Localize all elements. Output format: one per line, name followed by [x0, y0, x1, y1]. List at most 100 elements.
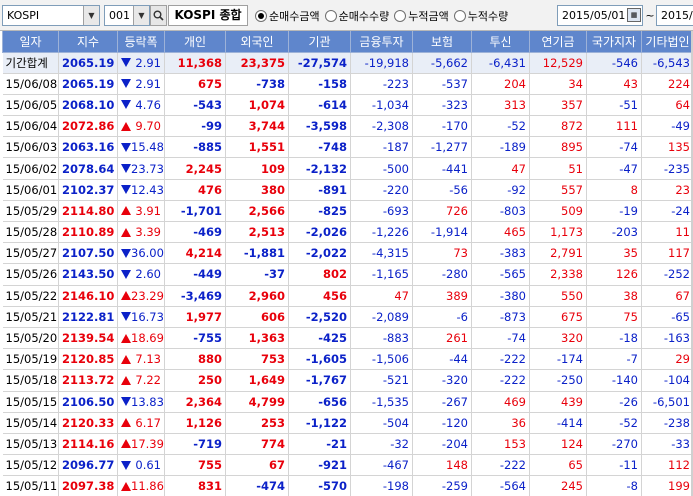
date-to-input[interactable]: 2015/	[656, 5, 693, 26]
column-header[interactable]: 금융투자	[350, 31, 413, 53]
table-cell: -2,089	[350, 306, 413, 328]
column-header[interactable]: 지수	[58, 31, 118, 53]
table-cell: -883	[350, 327, 413, 350]
table-cell: -18	[586, 327, 642, 350]
triangle-down-icon	[121, 79, 131, 89]
table-cell: -693	[350, 200, 413, 223]
market-select[interactable]: KOSPI ▼	[2, 5, 100, 26]
table-cell: 51	[529, 157, 587, 180]
table-row[interactable]: 15/05/20 2139.54 18.69 -755 1,363 -425 -883 261…	[2, 327, 693, 350]
table-cell: 872	[529, 115, 587, 138]
table-row[interactable]: 15/05/26 2143.50 2.60 -449 -37 802 -1,165 -280-…	[2, 263, 693, 286]
table-row[interactable]: 15/05/19 2120.85 7.13 880 753 -1,605 -1,506 -44…	[2, 348, 693, 371]
table-row[interactable]: 15/06/01 2102.37 12.43 476 380 -891 -220 -56 -92…	[2, 179, 693, 201]
table-row[interactable]: 15/06/03 2063.16 15.48 -885 1,551 -748 -187 -1,…	[2, 136, 693, 159]
table-cell: -500	[350, 157, 413, 180]
radio-label: 누적금액	[408, 9, 449, 23]
table-cell: 15/06/05	[2, 94, 59, 117]
table-cell: 15/06/03	[2, 136, 59, 159]
table-cell: 313	[471, 94, 530, 117]
date-from-input[interactable]: 2015/05/01 ▦	[557, 5, 643, 26]
period-total-row[interactable]: 기간합계 2065.19 2.91 11,368 23,375 -27,574 -19,91…	[2, 52, 693, 74]
column-header[interactable]: 개인	[164, 31, 226, 53]
column-header[interactable]: 투신	[471, 31, 530, 53]
radio-label: 누적수량	[467, 9, 509, 23]
table-row[interactable]: 15/05/13 2114.16 17.39 -719 774 -21 -32 -204 153…	[2, 433, 693, 456]
table-cell: -4,315	[350, 242, 413, 265]
change-cell: 11.86	[117, 475, 165, 496]
table-row[interactable]: 15/05/15 2106.50 13.83 2,364 4,799 -656 -1,535…	[2, 391, 693, 413]
table-row[interactable]: 15/05/18 2113.72 7.22 250 1,649 -1,767 -521 -32…	[2, 369, 693, 392]
table-cell: 65	[529, 454, 587, 477]
table-cell: 2,338	[529, 263, 587, 286]
radio-cumulative-amount[interactable]: 누적금액	[394, 8, 449, 24]
table-row[interactable]: 15/05/28 2110.89 3.39 -469 2,513 -2,026 -1,226…	[2, 221, 693, 244]
table-cell: -198	[350, 475, 413, 496]
column-header[interactable]: 국가지자	[586, 31, 642, 53]
table-row[interactable]: 15/06/02 2078.64 23.73 2,245 109 -2,132 -500 -4…	[2, 157, 693, 180]
table-cell: 153	[471, 433, 530, 456]
scrollbar-edge[interactable]	[691, 31, 693, 496]
table-cell: 기간합계	[2, 52, 59, 74]
table-cell: 4,214	[164, 242, 226, 265]
table-cell: 1,126	[164, 412, 226, 434]
chevron-down-icon[interactable]: ▼	[133, 6, 149, 25]
table-cell: 148	[412, 454, 472, 477]
table-cell: 606	[225, 306, 289, 328]
column-header[interactable]: 기타법인	[641, 31, 693, 53]
table-cell: -504	[350, 412, 413, 434]
calendar-icon[interactable]: ▦	[627, 8, 641, 22]
table-cell: 75	[586, 306, 642, 328]
table-cell: 550	[529, 285, 587, 307]
table-cell: -222	[471, 454, 530, 477]
radio-net-buy-amount[interactable]: 순매수금액	[255, 8, 320, 24]
table-row[interactable]: 15/06/04 2072.86 9.70 -99 3,744 -3,598 -2,308-…	[2, 115, 693, 138]
column-header[interactable]: 기관	[288, 31, 351, 53]
table-cell: -738	[225, 73, 289, 95]
change-value: 2.91	[135, 55, 161, 70]
table-cell: 15/05/28	[2, 221, 59, 244]
triangle-down-icon	[121, 269, 131, 279]
table-row[interactable]: 15/05/12 2096.77 0.61 755 67 -921 -467 148 -222 6…	[2, 454, 693, 477]
change-cell: 4.76	[117, 94, 165, 117]
table-cell: -1,165	[350, 263, 413, 286]
table-row[interactable]: 15/05/21 2122.81 16.73 1,977 606 -2,520 -2,089…	[2, 306, 693, 328]
table-cell: -187	[350, 136, 413, 159]
code-input-value: 001	[109, 9, 130, 22]
column-header[interactable]: 일자	[2, 31, 59, 53]
table-cell: -267	[412, 391, 472, 413]
triangle-up-icon	[121, 354, 131, 364]
table-row[interactable]: 15/05/27 2107.50 36.00 4,214 -1,881 -2,022 -4,…	[2, 242, 693, 265]
radio-dot	[453, 9, 466, 22]
table-cell: -220	[350, 179, 413, 201]
search-button[interactable]	[150, 5, 167, 26]
table-row[interactable]: 15/05/22 2146.10 23.29 -3,469 2,960 456 47 389-…	[2, 285, 693, 307]
radio-net-buy-volume[interactable]: 순매수수량	[324, 8, 389, 24]
chevron-down-icon[interactable]: ▼	[83, 6, 99, 25]
table-cell: -719	[164, 433, 226, 456]
table-cell: 43	[586, 73, 642, 95]
index-name: KOSPI 종합	[168, 5, 248, 26]
table-row[interactable]: 15/05/14 2120.33 6.17 1,126 253 -1,122 -504 -12…	[2, 412, 693, 434]
date-from-value: 2015/05/01	[562, 9, 626, 22]
table-row[interactable]: 15/06/08 2065.19 2.91 675 -738 -158 -223 -537 20…	[2, 73, 693, 95]
table-row[interactable]: 15/05/29 2114.80 3.91 -1,701 2,566 -825 -693 72…	[2, 200, 693, 223]
column-header[interactable]: 등락폭	[117, 31, 165, 53]
table-cell: 465	[471, 221, 530, 244]
code-input[interactable]: 001 ▼	[104, 5, 150, 26]
table-cell: -3,598	[288, 115, 351, 138]
column-header[interactable]: 연기금	[529, 31, 587, 53]
table-cell: -170	[412, 115, 472, 138]
table-cell: -467	[350, 454, 413, 477]
triangle-up-icon	[121, 206, 131, 216]
change-cell: 12.43	[117, 179, 165, 201]
column-header[interactable]: 외국인	[225, 31, 289, 53]
table-cell: 117	[641, 242, 693, 265]
table-row[interactable]: 15/06/05 2068.10 4.76 -543 1,074 -614 -1,034 -3…	[2, 94, 693, 117]
table-cell: -24	[641, 200, 693, 223]
radio-cumulative-volume[interactable]: 누적수량	[453, 8, 509, 24]
table-row[interactable]: 15/05/11 2097.38 11.86 831 -474 -570 -198 -259-…	[2, 475, 693, 496]
table-cell: -564	[471, 475, 530, 496]
column-header[interactable]: 보험	[412, 31, 472, 53]
table-cell: -474	[225, 475, 289, 496]
